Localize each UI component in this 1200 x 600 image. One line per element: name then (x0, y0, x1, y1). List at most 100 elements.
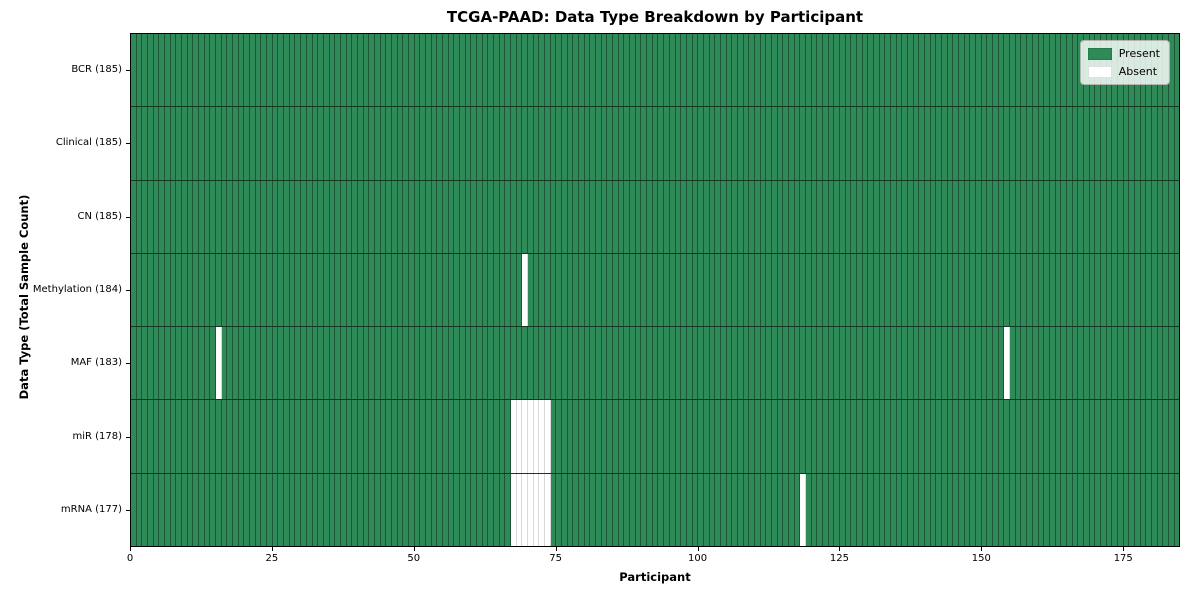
heatmap-cell (805, 473, 812, 546)
heatmap-row (131, 180, 1180, 254)
heatmap-cell (403, 400, 409, 473)
heatmap-cell (471, 34, 477, 107)
heatmap-cell (822, 180, 829, 253)
heatmap-cell (1066, 34, 1073, 107)
heatmap-cell (346, 400, 353, 473)
heatmap-cell (947, 180, 954, 253)
heatmap-cell (335, 34, 341, 107)
heatmap-cell (579, 253, 585, 327)
heatmap-cell (505, 107, 512, 180)
heatmap-cell (766, 327, 772, 400)
heatmap-cell (199, 253, 205, 327)
heatmap-cell (658, 473, 665, 546)
heatmap-cell (788, 327, 795, 400)
heatmap-cell (1072, 253, 1079, 327)
heatmap-cell (874, 34, 880, 107)
heatmap-cell (306, 327, 313, 400)
heatmap-cell (494, 180, 500, 253)
heatmap-cell (448, 327, 455, 400)
heatmap-cell (437, 34, 443, 107)
heatmap-cell (278, 473, 285, 546)
heatmap-cell (374, 253, 381, 327)
heatmap-cell (1140, 180, 1147, 253)
heatmap-cell (374, 327, 381, 400)
heatmap-cell (839, 107, 846, 180)
heatmap-cell (204, 473, 211, 546)
heatmap-cell (664, 107, 670, 180)
heatmap-cell (647, 473, 653, 546)
heatmap-cell (357, 327, 364, 400)
heatmap-cell (1049, 253, 1056, 327)
heatmap-cell (148, 327, 154, 400)
heatmap-cell (857, 327, 863, 400)
heatmap-cell (1083, 107, 1090, 180)
heatmap-cell (981, 253, 988, 327)
heatmap-cell (148, 180, 154, 253)
heatmap-cell (511, 327, 517, 400)
heatmap-cell (1140, 107, 1147, 180)
heatmap-cell (335, 473, 341, 546)
heatmap-cell (1032, 253, 1039, 327)
heatmap-cell (959, 473, 965, 546)
heatmap-cell (216, 180, 222, 253)
heatmap-cell (596, 180, 602, 253)
heatmap-cell (567, 400, 574, 473)
heatmap-cell (675, 400, 682, 473)
heatmap-cell (1157, 473, 1164, 546)
heatmap-cell (528, 34, 534, 107)
heatmap-cell (1095, 180, 1101, 253)
heatmap-cell (828, 180, 835, 253)
heatmap-cell (613, 400, 619, 473)
heatmap-cell (800, 34, 806, 107)
heatmap-cell (1078, 180, 1084, 253)
heatmap-cell (1163, 473, 1169, 546)
heatmap-cell (363, 400, 370, 473)
heatmap-cell (499, 253, 506, 327)
heatmap-cell (630, 34, 636, 107)
heatmap-cell (720, 473, 727, 546)
heatmap-cell (210, 327, 217, 400)
heatmap-cell (743, 34, 750, 107)
heatmap-cell (380, 473, 387, 546)
heatmap-cell (1015, 400, 1022, 473)
heatmap-cell (476, 34, 483, 107)
x-tick-label: 150 (971, 553, 991, 564)
heatmap-cell (1100, 473, 1107, 546)
heatmap-cell (374, 107, 381, 180)
heatmap-cell (386, 253, 392, 327)
heatmap-cell (408, 107, 415, 180)
heatmap-cell (664, 253, 670, 327)
heatmap-cell (1123, 473, 1130, 546)
heatmap-cell (494, 107, 500, 180)
heatmap-cell (1117, 180, 1124, 253)
heatmap-cell (618, 107, 625, 180)
heatmap-cell (879, 253, 886, 327)
heatmap-cell (1146, 473, 1152, 546)
heatmap-cell (947, 473, 954, 546)
heatmap-cell (947, 34, 954, 107)
heatmap-cell (1055, 180, 1062, 253)
x-tick-mark (1123, 547, 1125, 551)
heatmap-cell (737, 107, 744, 180)
heatmap-cell (913, 180, 920, 253)
heatmap-cell (822, 400, 829, 473)
heatmap-cell (511, 473, 517, 546)
heatmap-cell (369, 327, 375, 400)
heatmap-cell (664, 180, 670, 253)
heatmap-cell (1095, 253, 1101, 327)
heatmap-cell (1038, 327, 1045, 400)
heatmap-cell (448, 253, 455, 327)
heatmap-cell (505, 253, 512, 327)
heatmap-cell (908, 180, 914, 253)
heatmap-cell (442, 473, 449, 546)
heatmap-cell (925, 473, 931, 546)
heatmap-cell (737, 400, 744, 473)
heatmap-cell (545, 473, 551, 546)
heatmap-cell (839, 34, 846, 107)
heatmap-cell (391, 34, 398, 107)
heatmap-cell (913, 327, 920, 400)
heatmap-cell (227, 253, 234, 327)
heatmap-cell (749, 180, 755, 253)
heatmap-cell (1168, 473, 1175, 546)
heatmap-cell (250, 34, 256, 107)
